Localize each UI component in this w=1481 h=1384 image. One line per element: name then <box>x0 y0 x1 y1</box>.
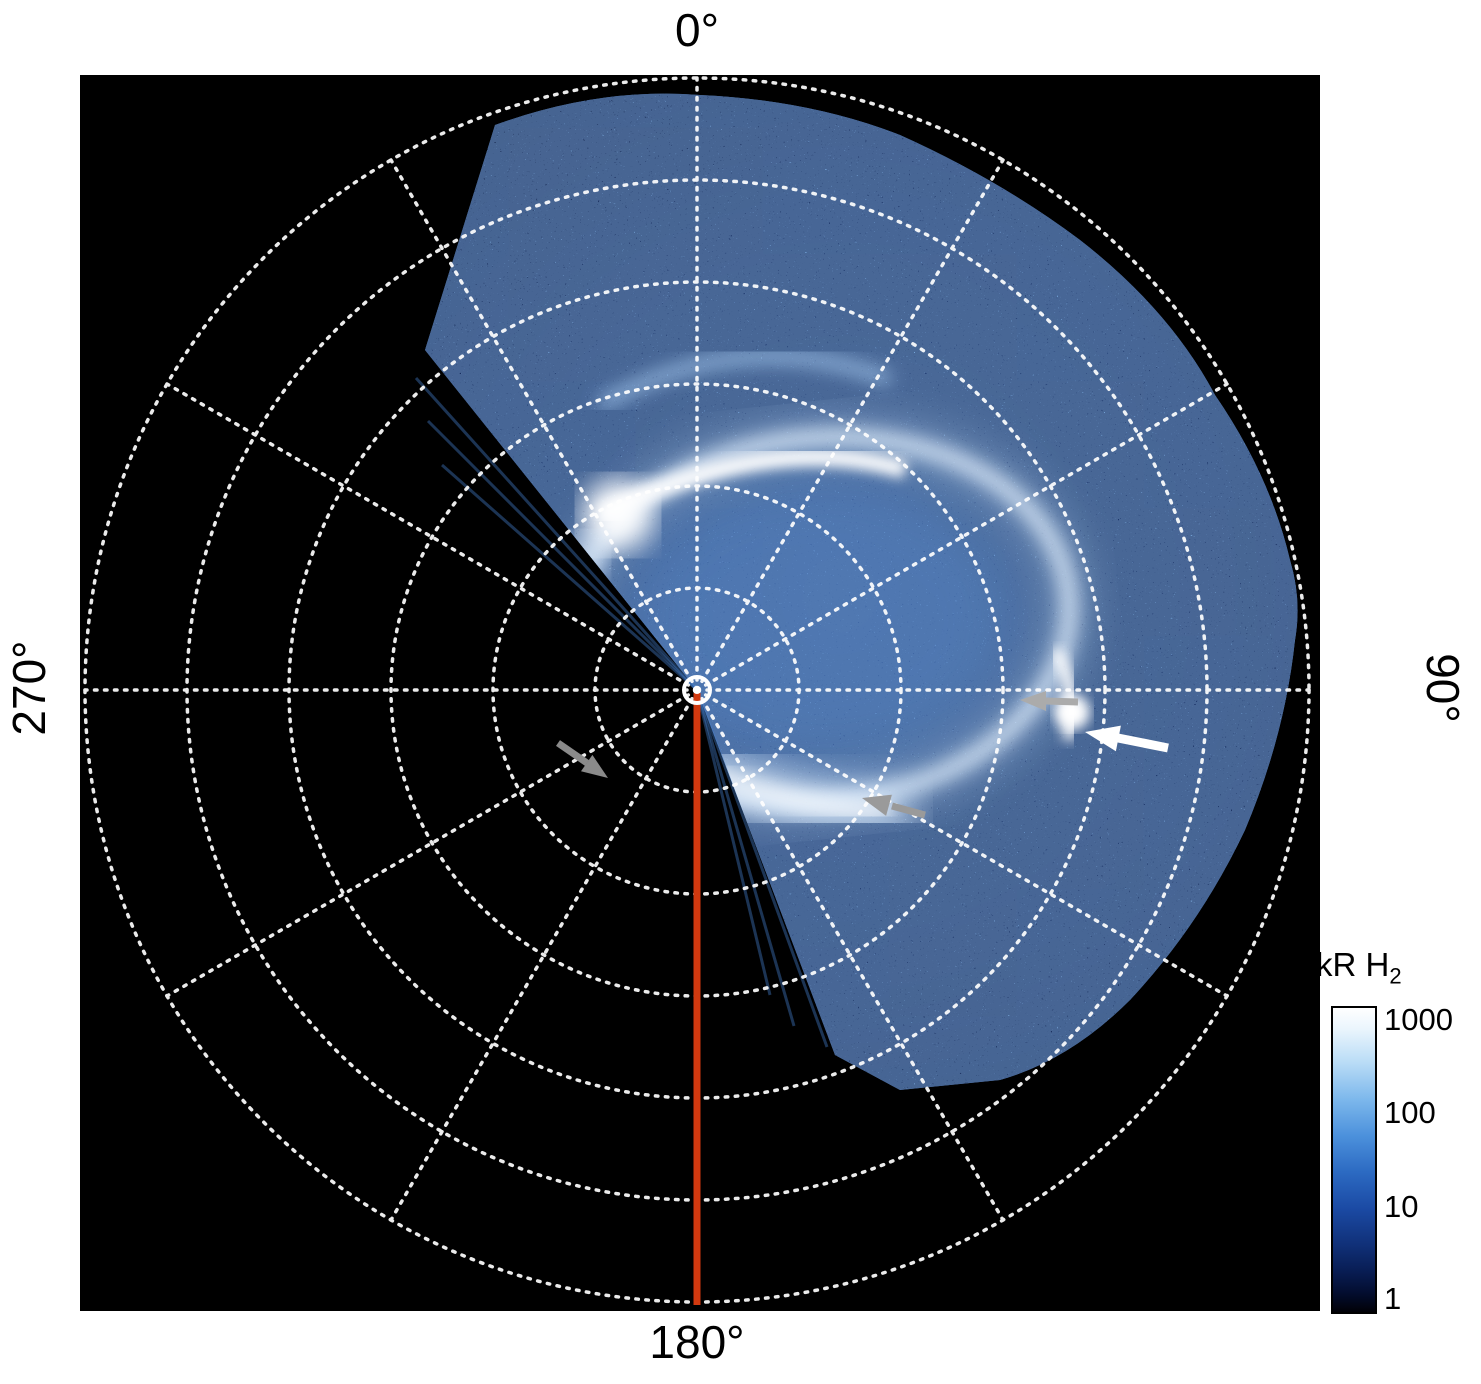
white-arrow <box>1085 725 1169 753</box>
grid-spoke <box>165 382 699 692</box>
angle-label-180: 180° <box>649 1316 745 1368</box>
gray-arrow-3 <box>556 740 608 778</box>
grid-spoke <box>165 688 699 998</box>
grid-spoke <box>695 158 1005 692</box>
grid-spoke <box>695 688 1005 1222</box>
gray-arrow-1 <box>1020 691 1079 711</box>
angle-label-270: 270° <box>3 640 55 736</box>
angle-label-90: 90° <box>1417 653 1469 723</box>
colorbar-tick-10: 10 <box>1384 1189 1419 1224</box>
grid-spoke <box>695 688 1229 998</box>
angle-label-0: 0° <box>675 4 719 56</box>
colorbar-tick-1: 1 <box>1384 1281 1402 1316</box>
polar-plot <box>80 75 1320 1311</box>
gray-arrow-2 <box>862 794 926 819</box>
high-latitude-arc <box>597 350 893 411</box>
bright-blob-left <box>582 479 654 551</box>
grid-spoke <box>389 158 699 692</box>
grid-spoke <box>389 688 699 1222</box>
colorbar-gradient <box>1331 1006 1377 1314</box>
grid-spoke <box>695 382 1229 692</box>
colorbar-title: kR H2 <box>1316 946 1402 989</box>
colorbar-tick-1000: 1000 <box>1384 1002 1453 1037</box>
colorbar-tick-100: 100 <box>1384 1095 1436 1130</box>
edge-streaks <box>414 376 829 1048</box>
pole-marker <box>682 675 712 705</box>
